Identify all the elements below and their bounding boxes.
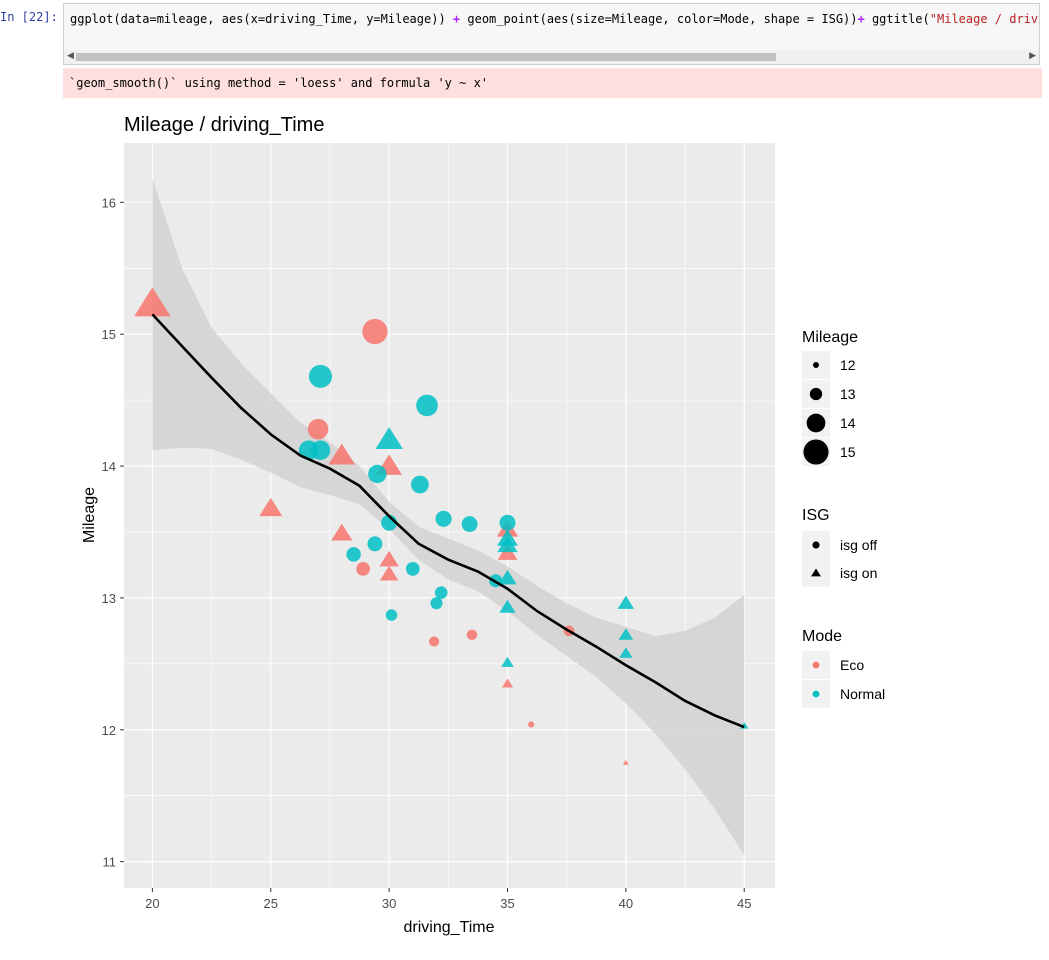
legend-title: ISG — [802, 507, 830, 524]
code-segment: + — [452, 12, 461, 26]
y-tick-label: 14 — [102, 459, 116, 474]
data-point — [362, 318, 388, 345]
legend-size-dot — [806, 413, 826, 433]
data-point — [435, 510, 452, 527]
legend-label: 14 — [840, 415, 856, 431]
data-point — [356, 562, 370, 576]
data-point — [617, 595, 635, 609]
code-text[interactable]: ggplot(data=mileage, aes(x=driving_Time,… — [70, 12, 1039, 26]
x-tick-label: 30 — [382, 896, 396, 911]
data-point — [328, 443, 356, 465]
data-point — [461, 516, 478, 533]
data-point — [385, 609, 398, 621]
legend-label: 15 — [840, 444, 856, 460]
data-point — [308, 364, 333, 388]
stderr-output: `geom_smooth()` using method = 'loess' a… — [63, 68, 1042, 98]
cell-prompt: In [22]: — [0, 10, 58, 24]
scrollbar-thumb[interactable] — [76, 53, 776, 61]
code-segment: + — [857, 12, 865, 26]
x-tick-label: 40 — [619, 896, 633, 911]
data-point — [498, 569, 517, 585]
data-point — [499, 514, 516, 531]
data-point — [368, 464, 387, 484]
legend-shape-marker — [811, 568, 821, 577]
legend-label: isg on — [840, 565, 877, 581]
y-tick-label: 13 — [102, 591, 116, 606]
x-tick-label: 25 — [264, 896, 278, 911]
data-point — [367, 536, 383, 552]
data-point — [379, 550, 399, 567]
x-tick-label: 45 — [737, 896, 751, 911]
horizontal-scrollbar[interactable]: ◀ ▶ — [64, 50, 1039, 64]
gridlines — [124, 143, 775, 888]
y-tick-label: 16 — [102, 195, 116, 210]
data-point — [375, 427, 403, 450]
legend-color-dot — [812, 661, 820, 669]
data-point — [310, 440, 331, 460]
data-point — [618, 628, 634, 640]
code-segment: ggtitle( — [864, 12, 930, 26]
scroll-right-icon[interactable]: ▶ — [1029, 51, 1036, 61]
data-point — [429, 636, 440, 647]
data-point — [619, 647, 633, 658]
axis-ticks: 20 25 30 35 40 45 11 12 13 14 15 16 — [102, 195, 752, 911]
data-point — [405, 562, 420, 576]
data-point — [434, 586, 448, 599]
data-point — [501, 656, 514, 667]
code-segment: ggplot(data=mileage, aes(x=driving_Time,… — [70, 12, 453, 26]
data-point — [331, 523, 353, 541]
data-point — [379, 565, 399, 581]
y-tick-label: 11 — [103, 855, 117, 870]
data-point — [528, 721, 535, 728]
data-point — [134, 287, 171, 317]
legend-title: Mileage — [802, 329, 858, 346]
legend: Mileage 12 13 14 15 ISG isg off isg on Mode Eco No… — [802, 329, 885, 708]
y-tick-label: 15 — [102, 327, 116, 342]
legend-title: Mode — [802, 628, 842, 645]
legend-color-dot — [812, 690, 820, 698]
data-point — [499, 599, 516, 613]
data-point — [466, 629, 478, 641]
legend-label: 12 — [840, 357, 856, 373]
data-point — [410, 475, 429, 494]
legend-size-dot — [803, 439, 829, 465]
x-tick-label: 20 — [145, 896, 159, 911]
data-point — [501, 678, 514, 688]
legend-label: isg off — [840, 537, 877, 553]
data-point — [307, 418, 329, 440]
legend-label: 13 — [840, 386, 856, 402]
legend-label: Normal — [840, 686, 885, 702]
x-axis-label: driving_Time — [404, 919, 495, 936]
legend-size-dot — [813, 362, 819, 368]
x-tick-label: 35 — [500, 896, 514, 911]
data-points — [134, 287, 749, 765]
scroll-left-icon[interactable]: ◀ — [67, 51, 74, 61]
data-point — [497, 535, 518, 553]
code-segment: geom_point(aes(size=Mileage, color=Mode,… — [460, 12, 858, 26]
code-segment: "Mileage / driving_ — [929, 12, 1039, 26]
legend-size-dot — [809, 387, 823, 401]
data-point — [259, 497, 283, 517]
data-point — [430, 597, 443, 610]
data-point — [416, 394, 438, 417]
data-point — [346, 547, 361, 562]
y-axis-label: Mileage — [81, 487, 98, 543]
data-point — [622, 760, 629, 765]
y-tick-label: 12 — [102, 723, 116, 738]
scatter-plot: Mileage / driving_Time 20 25 30 35 40 45 11 12 1… — [81, 114, 885, 936]
code-cell[interactable]: ggplot(data=mileage, aes(x=driving_Time,… — [63, 3, 1040, 65]
legend-label: Eco — [840, 657, 864, 673]
chart-title: Mileage / driving_Time — [124, 114, 324, 136]
loess-line — [151, 313, 745, 729]
legend-shape-marker — [812, 541, 820, 549]
